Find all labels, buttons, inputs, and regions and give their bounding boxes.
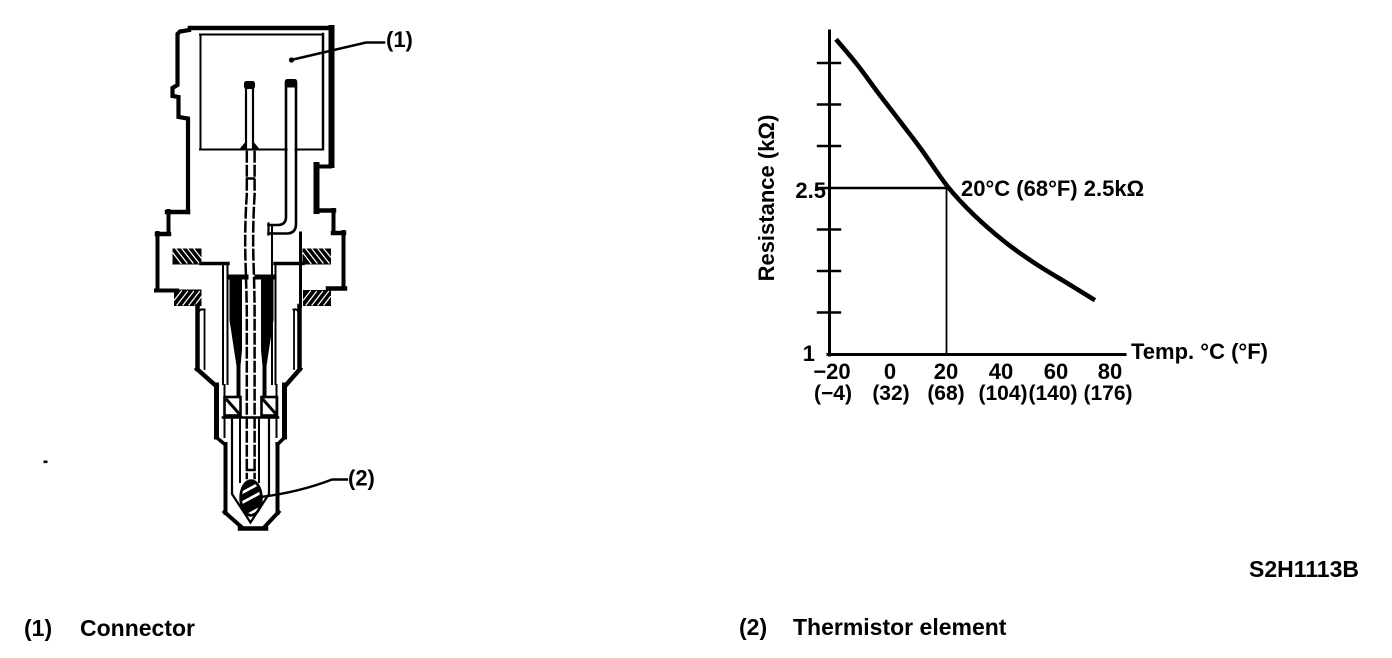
svg-text:−20: −20 — [813, 359, 850, 384]
svg-text:1: 1 — [803, 341, 815, 366]
svg-text:(2): (2) — [348, 466, 375, 491]
svg-text:2.5: 2.5 — [795, 178, 826, 203]
svg-text:(140): (140) — [1028, 382, 1077, 405]
svg-text:(−4): (−4) — [814, 382, 852, 405]
svg-text:(176): (176) — [1083, 382, 1132, 405]
svg-text:20: 20 — [934, 359, 958, 384]
svg-text:(1): (1) — [24, 615, 52, 641]
svg-text:(104): (104) — [978, 382, 1027, 405]
svg-text:Connector: Connector — [80, 615, 195, 641]
svg-text:(1): (1) — [386, 27, 413, 52]
svg-text:S2H1113B: S2H1113B — [1249, 556, 1359, 582]
svg-text:Temp. °C (°F): Temp. °C (°F) — [1131, 339, 1268, 364]
svg-text:40: 40 — [989, 359, 1013, 384]
svg-text:60: 60 — [1044, 359, 1068, 384]
svg-text:(2): (2) — [739, 614, 767, 640]
svg-text:Thermistor element: Thermistor element — [793, 614, 1007, 640]
svg-text:0: 0 — [884, 359, 896, 384]
svg-text:20°C (68°F) 2.5kΩ: 20°C (68°F) 2.5kΩ — [961, 176, 1144, 201]
svg-text:(68): (68) — [927, 382, 964, 405]
svg-text:80: 80 — [1098, 359, 1122, 384]
svg-text:Resistance (kΩ): Resistance (kΩ) — [754, 115, 779, 282]
svg-text:(32): (32) — [872, 382, 909, 405]
